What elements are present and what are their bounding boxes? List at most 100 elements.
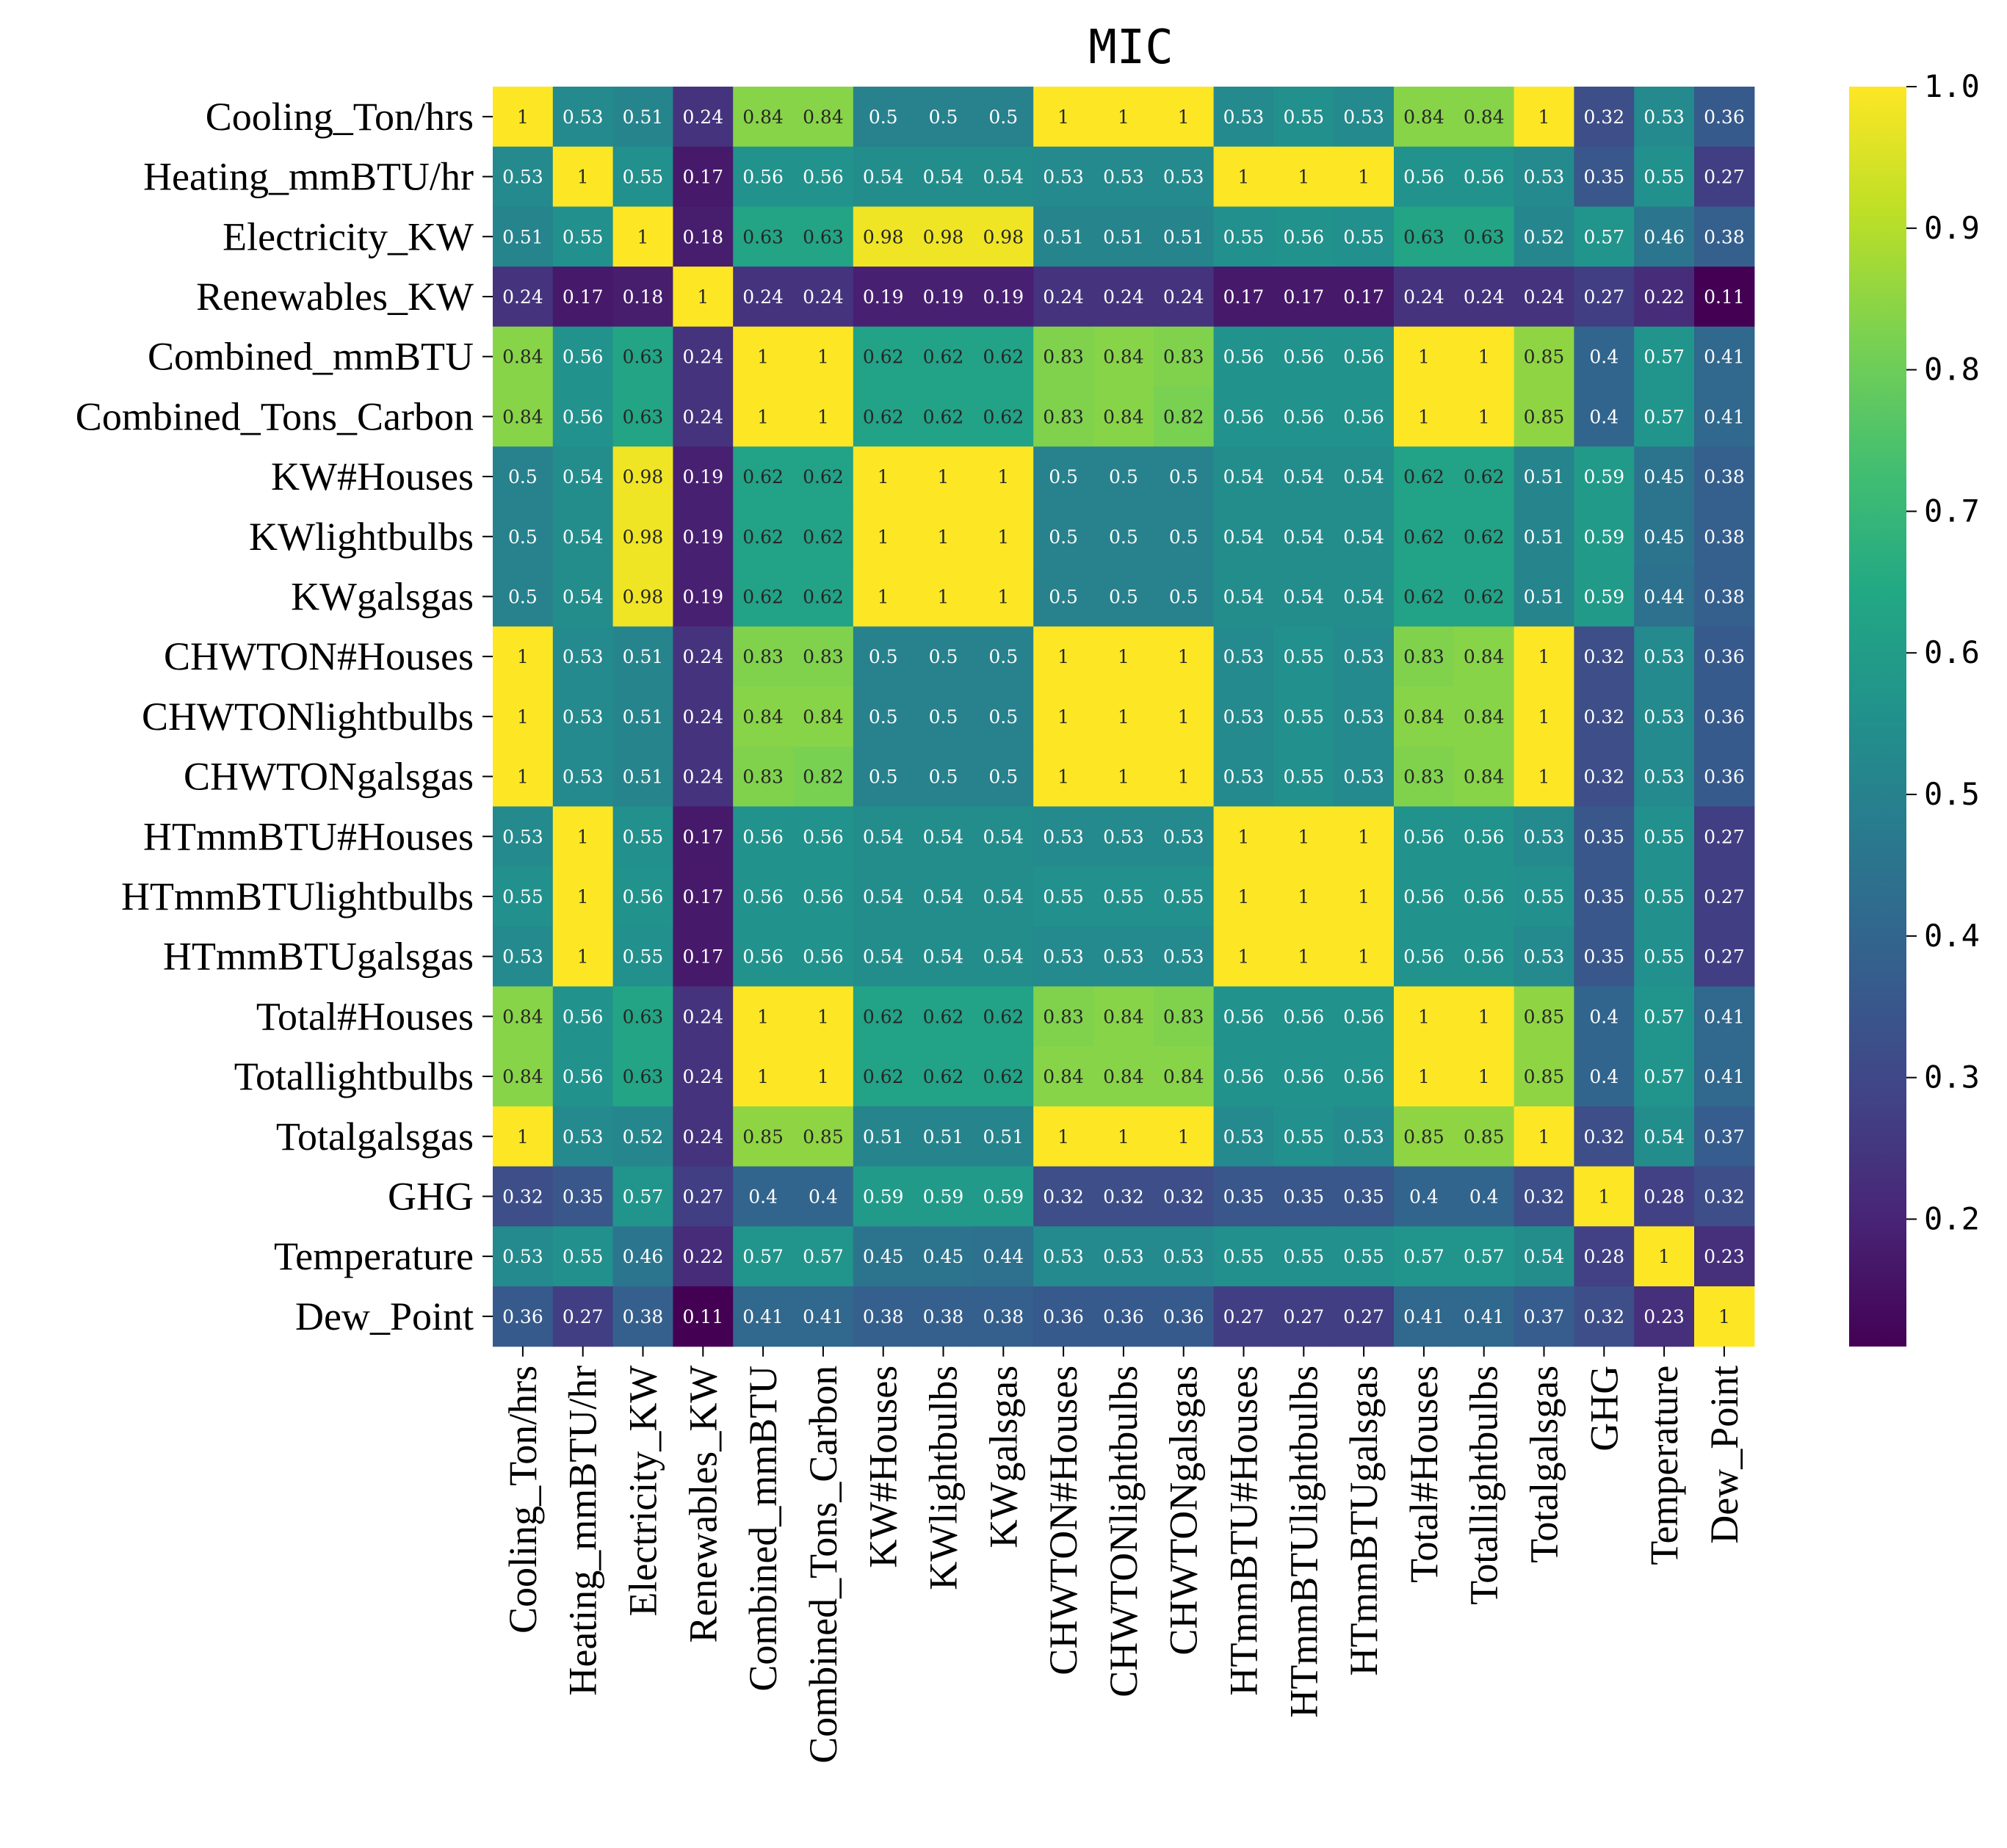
cell-value-label: 0.19 <box>983 286 1024 308</box>
column-label: Renewables_KW <box>681 1366 725 1643</box>
cell-value-label: 0.62 <box>983 347 1024 368</box>
heatmap-cell <box>673 866 734 927</box>
cell-value-label: 0.54 <box>923 946 964 968</box>
heatmap-cell <box>673 986 734 1047</box>
cell-value-label: 0.56 <box>803 946 844 968</box>
row-labels: Cooling_Ton/hrs Heating_mmBTU/hr Electrici… <box>76 95 493 1338</box>
heatmap-cell <box>673 1286 734 1347</box>
cell-value-label: 1 <box>517 646 529 667</box>
heatmap-cell <box>1394 1166 1455 1227</box>
heatmap-cell <box>493 386 554 447</box>
cell-value-label: 0.17 <box>1223 286 1265 308</box>
heatmap-cell <box>1453 1286 1515 1347</box>
row-label: Totalgalsgas <box>276 1115 474 1159</box>
cell-value-label: 0.5 <box>988 706 1018 728</box>
cell-value-label: 0.27 <box>1283 1306 1324 1327</box>
heatmap-cell <box>913 986 974 1047</box>
heatmap-cell <box>1574 1166 1635 1227</box>
heatmap-cell <box>1213 267 1274 327</box>
cell-value-label: 0.4 <box>1409 1186 1439 1207</box>
cell-value-label: 0.84 <box>1103 1066 1144 1087</box>
heatmap-cell <box>853 386 914 447</box>
cell-value-label: 0.5 <box>508 586 538 607</box>
cell-value-label: 1 <box>757 1006 769 1027</box>
heatmap-cell <box>1213 1286 1274 1347</box>
heatmap-cell <box>733 926 794 988</box>
heatmap-cell <box>853 746 914 807</box>
heatmap-cell <box>1694 267 1755 327</box>
heatmap-cell <box>1273 87 1334 148</box>
cell-value-label: 0.62 <box>742 526 784 548</box>
cell-value-label: 0.83 <box>803 646 844 667</box>
heatmap-cell <box>612 267 673 327</box>
heatmap-cell <box>493 506 554 568</box>
row-label: Combined_mmBTU <box>148 335 474 379</box>
cell-value-label: 0.4 <box>809 1186 838 1207</box>
cell-value-label: 0.5 <box>988 767 1018 788</box>
cell-value-label: 0.24 <box>682 106 723 128</box>
heatmap-cell <box>493 1046 554 1107</box>
cell-value-label: 0.84 <box>502 1066 543 1087</box>
heatmap-cell <box>1153 446 1215 507</box>
cell-value-label: 0.36 <box>1704 767 1745 788</box>
heatmap-cell <box>1574 267 1635 327</box>
cell-value-label: 0.56 <box>803 167 844 188</box>
cell-value-label: 0.56 <box>742 826 784 847</box>
cell-value-label: 0.54 <box>983 886 1024 907</box>
cell-value-label: 0.62 <box>1403 586 1444 607</box>
heatmap-cell <box>913 1226 974 1287</box>
cell-value-label: 0.56 <box>1464 886 1505 907</box>
cell-value-label: 0.56 <box>1223 1006 1265 1027</box>
cell-value-label: 1 <box>577 167 589 188</box>
cell-value-label: 0.54 <box>1643 1126 1685 1148</box>
cell-value-label: 0.5 <box>1169 466 1198 488</box>
cell-value-label: 1 <box>1358 886 1370 907</box>
heatmap-cell <box>1514 506 1574 568</box>
heatmap-cell <box>1634 1166 1695 1227</box>
cell-value-label: 0.51 <box>623 106 664 128</box>
cell-value-label: 0.54 <box>1223 526 1265 548</box>
heatmap-cell <box>973 746 1034 807</box>
heatmap-cell <box>1694 626 1755 687</box>
cell-value-label: 0.5 <box>929 106 958 128</box>
cell-value-label: 0.55 <box>563 226 604 247</box>
heatmap-cell <box>1153 986 1215 1047</box>
cell-value-label: 1 <box>1478 1066 1490 1087</box>
heatmap-cell <box>1334 686 1395 747</box>
cell-value-label: 0.98 <box>863 226 904 247</box>
heatmap-cell <box>973 1286 1034 1347</box>
cell-value-label: 0.55 <box>1103 886 1144 907</box>
cell-value-label: 0.62 <box>863 1006 904 1027</box>
heatmap-cell <box>1273 446 1334 507</box>
cell-value-label: 0.56 <box>1403 826 1444 847</box>
cell-value-label: 0.84 <box>1464 706 1505 728</box>
heatmap-cell <box>1153 626 1215 687</box>
heatmap-cell <box>973 267 1034 327</box>
cell-value-label: 0.4 <box>1589 406 1619 427</box>
heatmap-cell <box>853 566 914 627</box>
cell-value-label: 0.85 <box>1524 347 1565 368</box>
heatmap-cell <box>1394 686 1455 747</box>
heatmap-cell <box>1033 206 1094 267</box>
cell-value-label: 1 <box>1478 1006 1490 1027</box>
heatmap-cell <box>1514 686 1574 747</box>
cell-value-label: 0.24 <box>682 1006 723 1027</box>
cell-value-label: 0.59 <box>863 1186 904 1207</box>
cell-value-label: 0.53 <box>1643 106 1685 128</box>
heatmap-cell <box>673 267 734 327</box>
heatmap-cell <box>1453 806 1515 867</box>
heatmap-cell <box>493 626 554 687</box>
heatmap-cell <box>1334 806 1395 867</box>
cell-value-label: 0.32 <box>1103 1186 1144 1207</box>
heatmap-cell <box>1273 1046 1334 1107</box>
cell-value-label: 0.51 <box>1043 226 1084 247</box>
cell-value-label: 0.55 <box>623 826 664 847</box>
cell-value-label: 0.53 <box>1343 646 1384 667</box>
cell-value-label: 0.85 <box>1403 1126 1444 1148</box>
heatmap-cell <box>1273 1166 1334 1227</box>
row-label: Totallightbulbs <box>234 1054 474 1098</box>
heatmap-cell <box>1574 1046 1635 1107</box>
cell-value-label: 0.98 <box>623 526 664 548</box>
heatmap-cell <box>1213 746 1274 807</box>
cell-value-label: 0.62 <box>983 1006 1024 1027</box>
